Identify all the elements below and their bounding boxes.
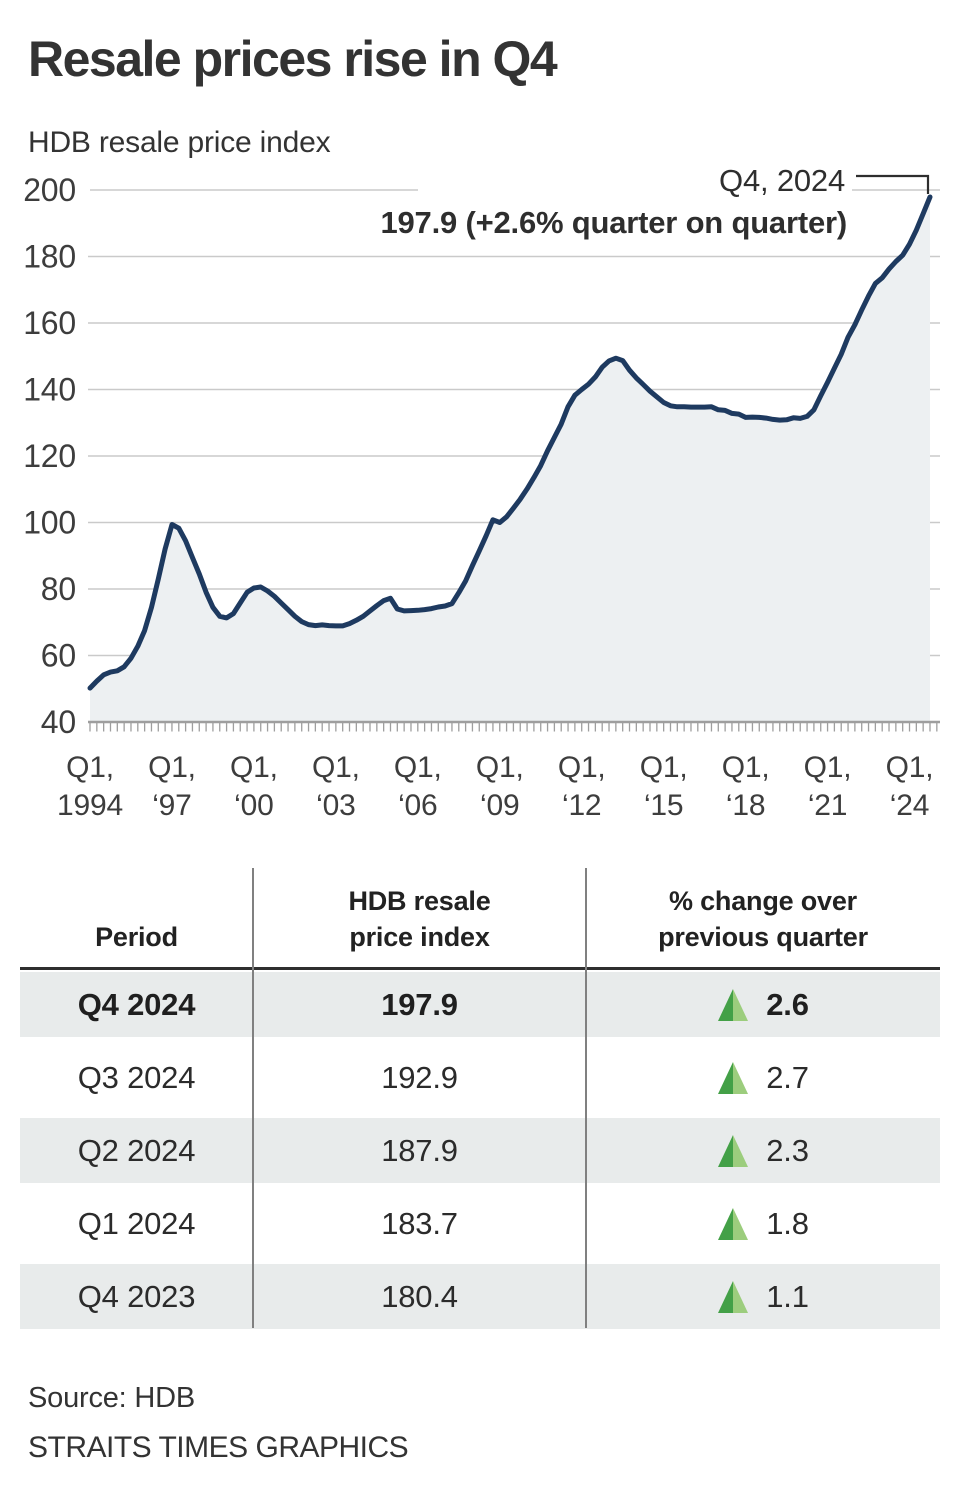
table-row: Q2 2024 187.9 2.3 bbox=[20, 1118, 940, 1183]
svg-text:‘18: ‘18 bbox=[726, 789, 765, 822]
table-row: Q3 2024 192.9 2.7 bbox=[20, 1045, 940, 1110]
table-row: Q4 2024 197.9 2.6 bbox=[20, 972, 940, 1037]
period-cell: Q3 2024 bbox=[77, 1059, 196, 1095]
svg-text:‘21: ‘21 bbox=[808, 789, 847, 822]
up-triangle-icon bbox=[718, 988, 749, 1021]
up-triangle-icon bbox=[718, 1061, 749, 1094]
hdb-price-line-chart: 406080100120140160180200Q1,1994Q1,‘97Q1,… bbox=[23, 163, 940, 822]
svg-text:Q1,: Q1, bbox=[640, 751, 688, 784]
svg-text:160: 160 bbox=[23, 305, 76, 341]
svg-text:40: 40 bbox=[41, 704, 76, 740]
change-cell: 2.7 bbox=[586, 1060, 940, 1096]
x-axis-labels: Q1, 1994 Q1, ‘97 Q1, ‘00 Q1, ‘03 Q1, ‘06 Q1, ‘09 Q1,… bbox=[57, 751, 934, 822]
change-value: 2.6 bbox=[766, 986, 809, 1022]
svg-text:‘24: ‘24 bbox=[890, 789, 929, 822]
header-index: HDB resale price index bbox=[253, 883, 586, 955]
svg-text:‘15: ‘15 bbox=[644, 789, 683, 822]
svg-text:Q1,: Q1, bbox=[230, 751, 278, 784]
table-row: Q1 2024 183.7 1.8 bbox=[20, 1191, 940, 1256]
svg-text:80: 80 bbox=[41, 571, 76, 607]
change-cell: 2.6 bbox=[586, 987, 940, 1023]
header-change: % change over previous quarter bbox=[586, 883, 940, 955]
svg-text:60: 60 bbox=[41, 638, 76, 674]
svg-text:140: 140 bbox=[23, 372, 76, 408]
header-change-line2: previous quarter bbox=[658, 922, 868, 952]
svg-text:‘09: ‘09 bbox=[480, 789, 519, 822]
x-axis bbox=[88, 720, 940, 732]
change-value: 2.7 bbox=[766, 1059, 809, 1095]
up-triangle-icon bbox=[718, 1207, 749, 1240]
svg-text:Q1,: Q1, bbox=[66, 751, 114, 784]
header-change-line1: % change over bbox=[669, 886, 857, 916]
change-cell: 1.8 bbox=[586, 1206, 940, 1242]
svg-text:Q1,: Q1, bbox=[312, 751, 360, 784]
index-cell: 192.9 bbox=[381, 1059, 458, 1095]
index-cell: 180.4 bbox=[381, 1278, 458, 1314]
y-axis-labels: 40 60 80 100 120 140 160 180 200 bbox=[23, 172, 76, 740]
svg-text:Q1,: Q1, bbox=[886, 751, 934, 784]
svg-text:‘06: ‘06 bbox=[398, 789, 437, 822]
footer: Source: HDB STRAITS TIMES GRAPHICS bbox=[28, 1374, 409, 1472]
header-index-line2: price index bbox=[349, 922, 490, 952]
page-title: Resale prices rise in Q4 bbox=[28, 31, 558, 87]
svg-text:Q1,: Q1, bbox=[394, 751, 442, 784]
svg-text:Q1,: Q1, bbox=[722, 751, 770, 784]
header-period: Period bbox=[20, 919, 253, 955]
table-body: Q4 2024 197.9 2.6 Q3 2024 192.9 2.7 Q2 2024 187… bbox=[20, 970, 940, 1329]
svg-text:Q1,: Q1, bbox=[804, 751, 852, 784]
svg-text:Q1,: Q1, bbox=[476, 751, 524, 784]
annotation-value: 197.9 (+2.6% quarter on quarter) bbox=[380, 205, 847, 240]
header-period-line1: Period bbox=[95, 922, 178, 952]
up-triangle-icon bbox=[718, 1280, 749, 1313]
price-table: Period HDB resale price index % change o… bbox=[20, 865, 940, 1337]
credit-note: STRAITS TIMES GRAPHICS bbox=[28, 1431, 409, 1464]
index-cell: 183.7 bbox=[381, 1205, 458, 1241]
source-note: Source: HDB bbox=[28, 1382, 196, 1414]
svg-text:120: 120 bbox=[23, 438, 76, 474]
change-cell: 1.1 bbox=[586, 1279, 940, 1315]
svg-text:Q1,: Q1, bbox=[148, 751, 196, 784]
change-value: 1.8 bbox=[766, 1205, 809, 1241]
change-cell: 2.3 bbox=[586, 1133, 940, 1169]
chart-subtitle: HDB resale price index bbox=[28, 126, 331, 159]
svg-text:Q1,: Q1, bbox=[558, 751, 606, 784]
column-divider bbox=[252, 868, 254, 1328]
period-cell: Q4 2024 bbox=[77, 986, 196, 1022]
period-cell: Q4 2023 bbox=[77, 1278, 196, 1314]
svg-text:180: 180 bbox=[23, 239, 76, 275]
column-divider bbox=[585, 868, 587, 1328]
svg-text:200: 200 bbox=[23, 172, 76, 208]
change-value: 2.3 bbox=[766, 1132, 809, 1168]
svg-text:100: 100 bbox=[23, 505, 76, 541]
annotation-callout: Q4, 2024 197.9 (+2.6% quarter on quarter) bbox=[380, 163, 930, 240]
svg-text:‘97: ‘97 bbox=[152, 789, 191, 822]
svg-text:‘00: ‘00 bbox=[234, 789, 273, 822]
up-triangle-icon bbox=[718, 1134, 749, 1167]
svg-text:‘03: ‘03 bbox=[316, 789, 355, 822]
index-cell: 187.9 bbox=[381, 1132, 458, 1168]
table-row: Q4 2023 180.4 1.1 bbox=[20, 1264, 940, 1329]
price-line bbox=[87, 194, 933, 691]
area-fill bbox=[90, 197, 930, 722]
header-separator bbox=[20, 967, 940, 970]
index-cell: 197.9 bbox=[381, 986, 458, 1022]
table-header-row: Period HDB resale price index % change o… bbox=[20, 865, 940, 967]
period-cell: Q2 2024 bbox=[77, 1132, 196, 1168]
header-index-line1: HDB resale bbox=[348, 886, 491, 916]
svg-text:‘12: ‘12 bbox=[562, 789, 601, 822]
period-cell: Q1 2024 bbox=[77, 1205, 196, 1241]
svg-text:Q4, 2024: Q4, 2024 bbox=[719, 163, 845, 198]
change-value: 1.1 bbox=[766, 1278, 809, 1314]
svg-text:1994: 1994 bbox=[57, 789, 123, 822]
